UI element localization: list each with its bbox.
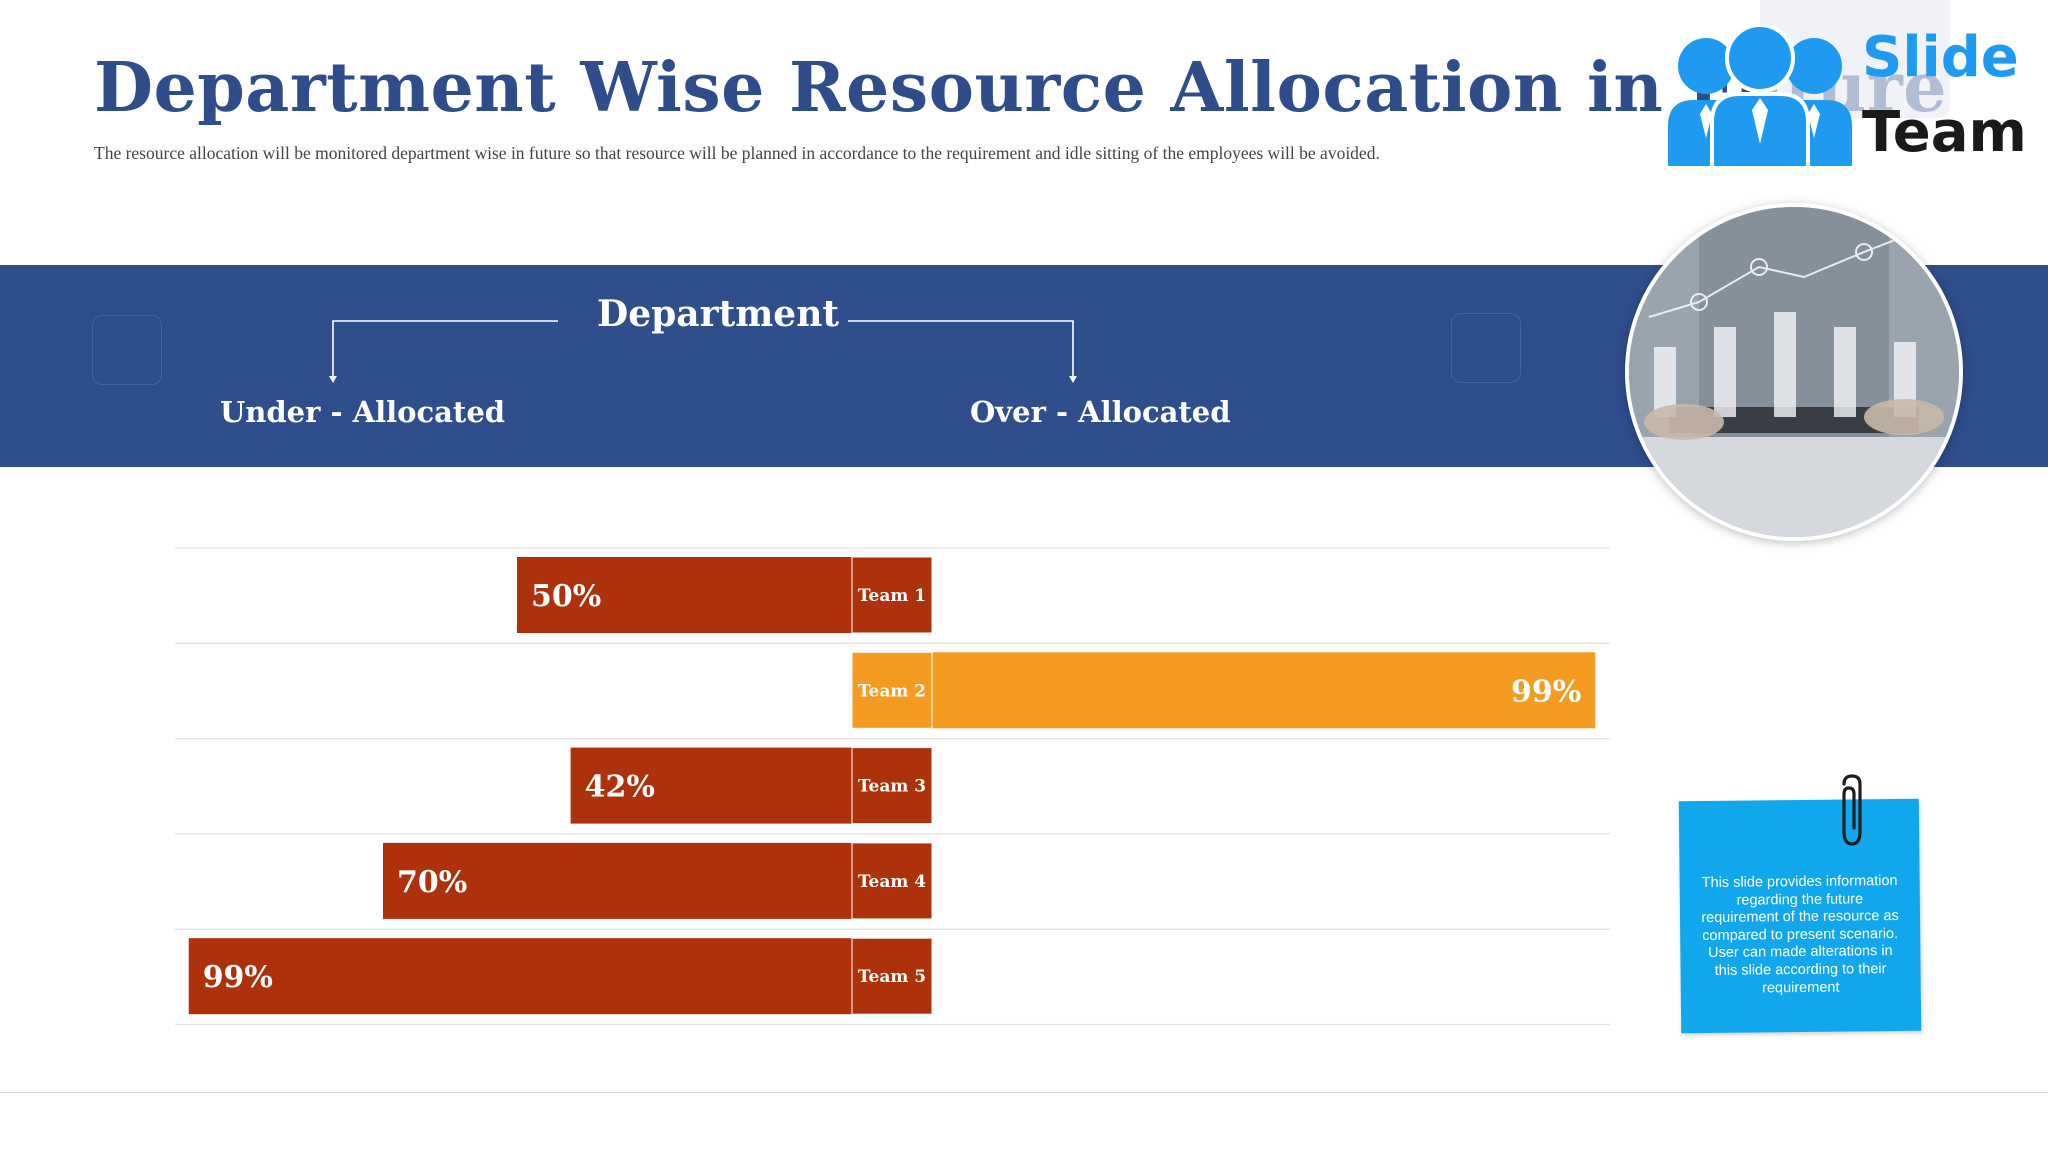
slideteam-logo: Slide Team: [1660, 0, 2027, 170]
decor-square: [1451, 313, 1521, 383]
allocation-bar-chart: 50% Team 1 99% Team 2 42% Team 3 70% Team 4 99% T…: [175, 547, 1610, 1026]
info-note-text: This slide provides information regardin…: [1701, 872, 1899, 996]
bar-value-label: 50%: [531, 579, 601, 614]
category-cell: [851, 556, 933, 634]
info-sticky-note: This slide provides information regardin…: [1678, 798, 1922, 1034]
category-cell: [851, 747, 933, 825]
under-allocated-bar: [383, 842, 852, 919]
under-allocated-bar: [188, 938, 852, 1015]
paperclip-icon: [1842, 774, 1862, 846]
page-title: Department Wise Resource Allocation in F…: [94, 48, 1947, 128]
category-label: Team 5: [858, 967, 926, 987]
decor-square: [92, 315, 162, 385]
team-people-icon: [1668, 26, 1852, 166]
over-allocated-bar: [932, 652, 1596, 729]
page-subtitle: The resource allocation will be monitore…: [94, 143, 1380, 163]
category-cell: [851, 651, 933, 729]
bar-value-label: 99%: [203, 960, 273, 995]
department-label-text: Department: [597, 293, 840, 335]
photo-illustration: [1629, 207, 1959, 537]
under-allocated-bar: [570, 747, 852, 824]
bottom-divider: [0, 1092, 2048, 1093]
logo-text-slide: Slide: [1862, 25, 2019, 90]
department-connector-lines: [329, 320, 1077, 383]
category-label: Team 1: [858, 586, 926, 606]
bar-value-label: 99%: [1511, 674, 1581, 709]
category-label: Team 4: [858, 872, 926, 892]
under-allocated-label: Under - Allocated: [220, 395, 506, 429]
logo-text-team: Team: [1862, 100, 2027, 165]
bar-value-label: 42%: [585, 770, 655, 805]
bar-value-label: 70%: [397, 865, 467, 900]
category-label: Team 2: [858, 681, 926, 701]
category-cell: [851, 937, 933, 1015]
category-label: Team 3: [858, 777, 926, 797]
business-chart-photo: [1625, 203, 1963, 541]
under-allocated-bar: [517, 557, 852, 633]
over-allocated-label: Over - Allocated: [970, 395, 1231, 429]
category-cell: [851, 842, 933, 920]
